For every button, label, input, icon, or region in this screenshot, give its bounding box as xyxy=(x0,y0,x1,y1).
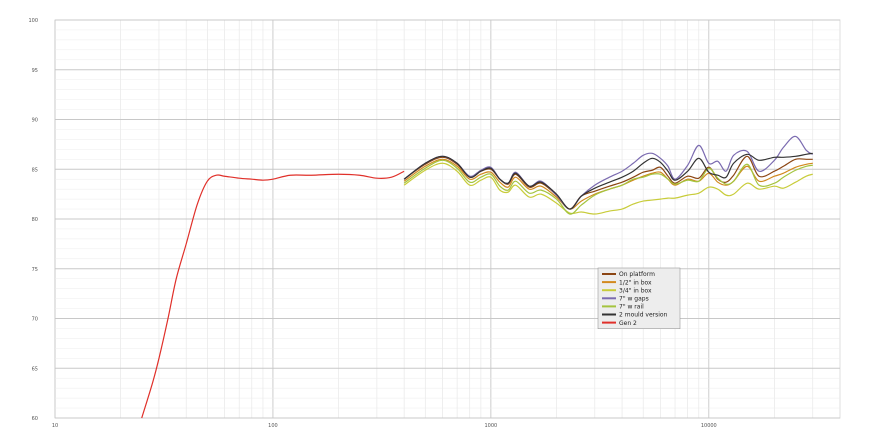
series-line-2 xyxy=(403,158,813,210)
x-tick-label: 10 xyxy=(52,423,58,429)
axes: 60 65 70 75 80 85 90 95 100 10 100 1000 10000 xyxy=(28,18,716,429)
legend-item: 7" w rail xyxy=(619,304,644,311)
legend-item: Gen 2 xyxy=(619,320,637,327)
grid xyxy=(54,19,841,419)
legend-item: 3/4" in box xyxy=(619,287,652,294)
legend-item: On platform xyxy=(619,271,655,278)
y-tick-label: 65 xyxy=(32,366,38,372)
series-line-1 xyxy=(403,155,813,210)
y-tick-label: 95 xyxy=(32,68,38,74)
legend-item: 2 mould version xyxy=(619,312,668,319)
series-line-5 xyxy=(403,159,813,215)
series-group xyxy=(141,135,814,419)
legend-item: 1/2" in box xyxy=(619,279,652,286)
series-line-3 xyxy=(403,162,813,215)
series-line-4 xyxy=(403,135,814,210)
y-tick-label: 90 xyxy=(32,118,38,124)
y-tick-label: 85 xyxy=(32,167,38,173)
y-tick-label: 80 xyxy=(32,217,38,223)
legend-item: 7" w gaps xyxy=(619,296,649,303)
series-line-7 xyxy=(141,170,405,419)
x-tick-label: 100 xyxy=(268,423,278,429)
series-line-6 xyxy=(403,152,813,210)
x-tick-label: 10000 xyxy=(701,423,717,429)
y-tick-label: 75 xyxy=(32,267,38,273)
y-tick-label: 100 xyxy=(28,18,38,24)
y-tick-label: 60 xyxy=(32,416,38,422)
y-tick-label: 70 xyxy=(32,317,38,323)
x-tick-label: 1000 xyxy=(484,423,497,429)
